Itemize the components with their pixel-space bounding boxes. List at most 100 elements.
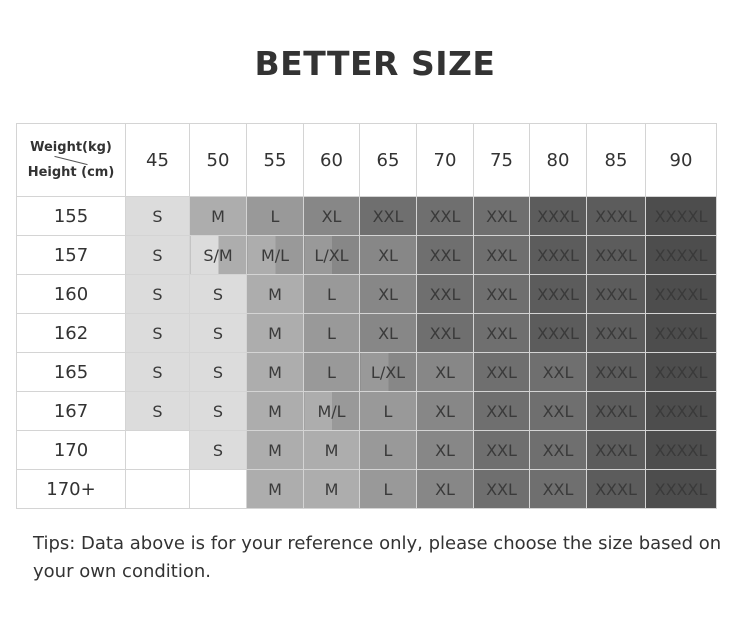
- size-cell: XL: [359, 235, 417, 275]
- weight-header: 50: [189, 123, 247, 197]
- size-cell: M: [189, 196, 247, 236]
- size-cell: L: [303, 352, 360, 392]
- size-cell: XXXXL: [645, 391, 717, 431]
- size-cell: XXXL: [586, 352, 646, 392]
- table-row: 170+ M M L XL XXL XXL XXXL XXXXL: [16, 469, 717, 509]
- size-cell: M: [246, 313, 304, 353]
- size-cell: S: [125, 352, 190, 392]
- size-cell: L: [303, 274, 360, 314]
- tips-text: Tips: Data above is for your reference o…: [33, 533, 722, 582]
- size-cell: XXXL: [529, 196, 587, 236]
- header-row: Weight(kg) Height (cm) 45 50 55 60 65 70 75 80 8…: [16, 123, 717, 197]
- weight-header: 45: [125, 123, 190, 197]
- height-header: 170+: [16, 469, 126, 509]
- size-cell: L/XL: [359, 352, 417, 392]
- size-cell: S: [125, 274, 190, 314]
- height-header: 170: [16, 430, 126, 470]
- size-cell: M/L: [303, 391, 360, 431]
- corner-header: Weight(kg) Height (cm): [16, 123, 126, 197]
- height-axis-label: Height (cm): [27, 164, 115, 180]
- size-cell: XXL: [416, 196, 474, 236]
- table-row: 165 S S M L L/XL XL XXL XXL XXXL XXXXL: [16, 352, 717, 392]
- weight-header: 75: [473, 123, 530, 197]
- size-cell: XXXL: [586, 235, 646, 275]
- size-cell: M: [303, 430, 360, 470]
- size-cell: L: [359, 430, 417, 470]
- size-cell: [125, 469, 190, 509]
- size-cell: XXXL: [529, 235, 587, 275]
- size-cell: XXXXL: [645, 235, 717, 275]
- size-cell: XXL: [473, 235, 530, 275]
- size-cell: XXXXL: [645, 352, 717, 392]
- size-chart-table: Weight(kg) Height (cm) 45 50 55 60 65 70 75 80 8…: [16, 123, 717, 509]
- size-cell: S: [189, 352, 247, 392]
- size-cell: XXXL: [529, 313, 587, 353]
- size-cell: XXL: [473, 430, 530, 470]
- table-row: 157 S S/M M/L L/XL XL XXL XXL XXXL XXXL XXXXL: [16, 235, 717, 275]
- weight-header: 80: [529, 123, 587, 197]
- size-cell: XL: [359, 313, 417, 353]
- size-cell: XXXL: [586, 430, 646, 470]
- size-cell: XXL: [529, 430, 587, 470]
- size-cell: S: [125, 196, 190, 236]
- weight-header: 60: [303, 123, 360, 197]
- weight-header: 90: [645, 123, 717, 197]
- size-cell: L: [359, 391, 417, 431]
- size-cell: XXXXL: [645, 274, 717, 314]
- size-cell: XXXXL: [645, 196, 717, 236]
- size-cell: XXL: [473, 352, 530, 392]
- table-row: 160 S S M L XL XXL XXL XXXL XXXL XXXXL: [16, 274, 717, 314]
- size-cell: S: [125, 313, 190, 353]
- size-cell: XXL: [473, 313, 530, 353]
- size-cell: S: [125, 235, 190, 275]
- height-header: 162: [16, 313, 126, 353]
- size-cell: M: [303, 469, 360, 509]
- size-cell: XXXXL: [645, 430, 717, 470]
- size-cell: XXXL: [586, 313, 646, 353]
- size-cell: M/L: [246, 235, 304, 275]
- size-cell: M: [246, 391, 304, 431]
- size-cell: M: [246, 352, 304, 392]
- size-cell: XL: [416, 391, 474, 431]
- size-cell: XXXXL: [645, 313, 717, 353]
- size-cell: XL: [416, 469, 474, 509]
- size-cell: XXXL: [586, 196, 646, 236]
- size-cell: S: [189, 313, 247, 353]
- size-cell: L: [359, 469, 417, 509]
- size-cell: L/XL: [303, 235, 360, 275]
- size-cell: XXL: [416, 274, 474, 314]
- size-cell: XXXL: [586, 469, 646, 509]
- weight-header: 55: [246, 123, 304, 197]
- size-cell: XL: [303, 196, 360, 236]
- size-cell: XXL: [416, 235, 474, 275]
- size-cell: M: [246, 274, 304, 314]
- size-cell: L: [246, 196, 304, 236]
- size-cell: S/M: [189, 235, 247, 275]
- size-cell: XL: [416, 352, 474, 392]
- size-cell: XXXL: [586, 274, 646, 314]
- weight-axis-label: Weight(kg): [30, 139, 112, 155]
- size-cell: XXL: [473, 391, 530, 431]
- table-row: 155 S M L XL XXL XXL XXL XXXL XXXL XXXXL: [16, 196, 717, 236]
- weight-header: 70: [416, 123, 474, 197]
- size-cell: XXL: [473, 469, 530, 509]
- size-cell: S: [125, 391, 190, 431]
- size-cell: XXXXL: [645, 469, 717, 509]
- size-cell: M: [246, 430, 304, 470]
- weight-header: 85: [586, 123, 646, 197]
- size-cell: XL: [359, 274, 417, 314]
- table-row: 162 S S M L XL XXL XXL XXXL XXXL XXXXL: [16, 313, 717, 353]
- height-header: 157: [16, 235, 126, 275]
- table-row: 170 S M M L XL XXL XXL XXXL XXXXL: [16, 430, 717, 470]
- size-cell: XXL: [416, 313, 474, 353]
- size-cell: XXXL: [529, 274, 587, 314]
- size-cell: M: [246, 469, 304, 509]
- size-cell: S: [189, 274, 247, 314]
- height-header: 167: [16, 391, 126, 431]
- size-cell: XXL: [529, 391, 587, 431]
- height-header: 155: [16, 196, 126, 236]
- weight-header: 65: [359, 123, 417, 197]
- size-cell: [189, 469, 247, 509]
- size-cell: XXL: [529, 469, 587, 509]
- size-cell: S: [189, 391, 247, 431]
